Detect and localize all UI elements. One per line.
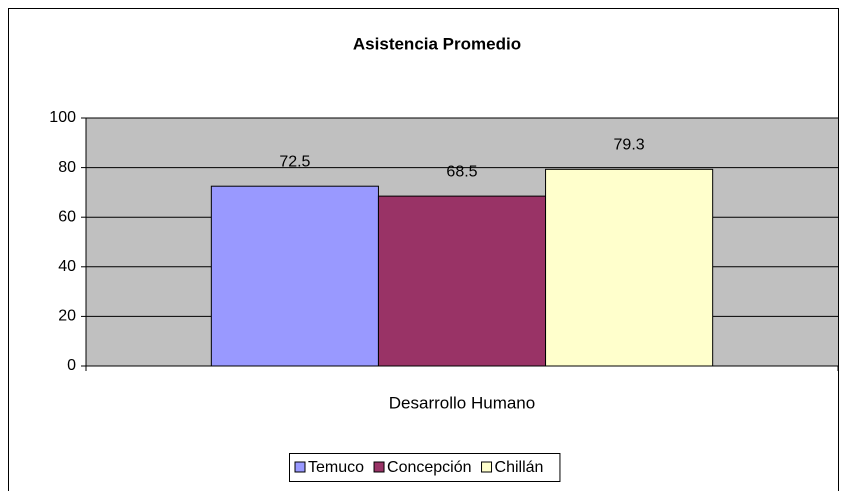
y-tick-label: 20 (58, 308, 76, 325)
y-tick-label: 80 (58, 159, 76, 176)
y-tick-label: 0 (67, 357, 76, 374)
bar (545, 168, 714, 367)
legend-box (289, 453, 561, 482)
legend-label: Concepción (387, 459, 472, 476)
legend: Temuco Concepción Chillán (289, 453, 561, 482)
legend-label: Temuco (308, 459, 364, 476)
y-tick-label: 60 (58, 208, 76, 225)
bar (377, 195, 547, 367)
bar (210, 185, 379, 367)
data-label: 79.3 (614, 137, 645, 154)
legend-swatch (481, 461, 493, 473)
legend-swatch (373, 461, 385, 473)
y-tick-label: 100 (49, 109, 76, 126)
x-tick-label: Desarrollo Humano (389, 393, 535, 412)
legend-swatch (294, 461, 306, 473)
y-tick-label: 40 (58, 258, 76, 275)
data-label: 68.5 (446, 163, 477, 180)
data-label: 72.5 (279, 153, 310, 170)
chart-title: Asistencia Promedio (353, 34, 521, 53)
legend-label: Chillán (495, 459, 544, 476)
